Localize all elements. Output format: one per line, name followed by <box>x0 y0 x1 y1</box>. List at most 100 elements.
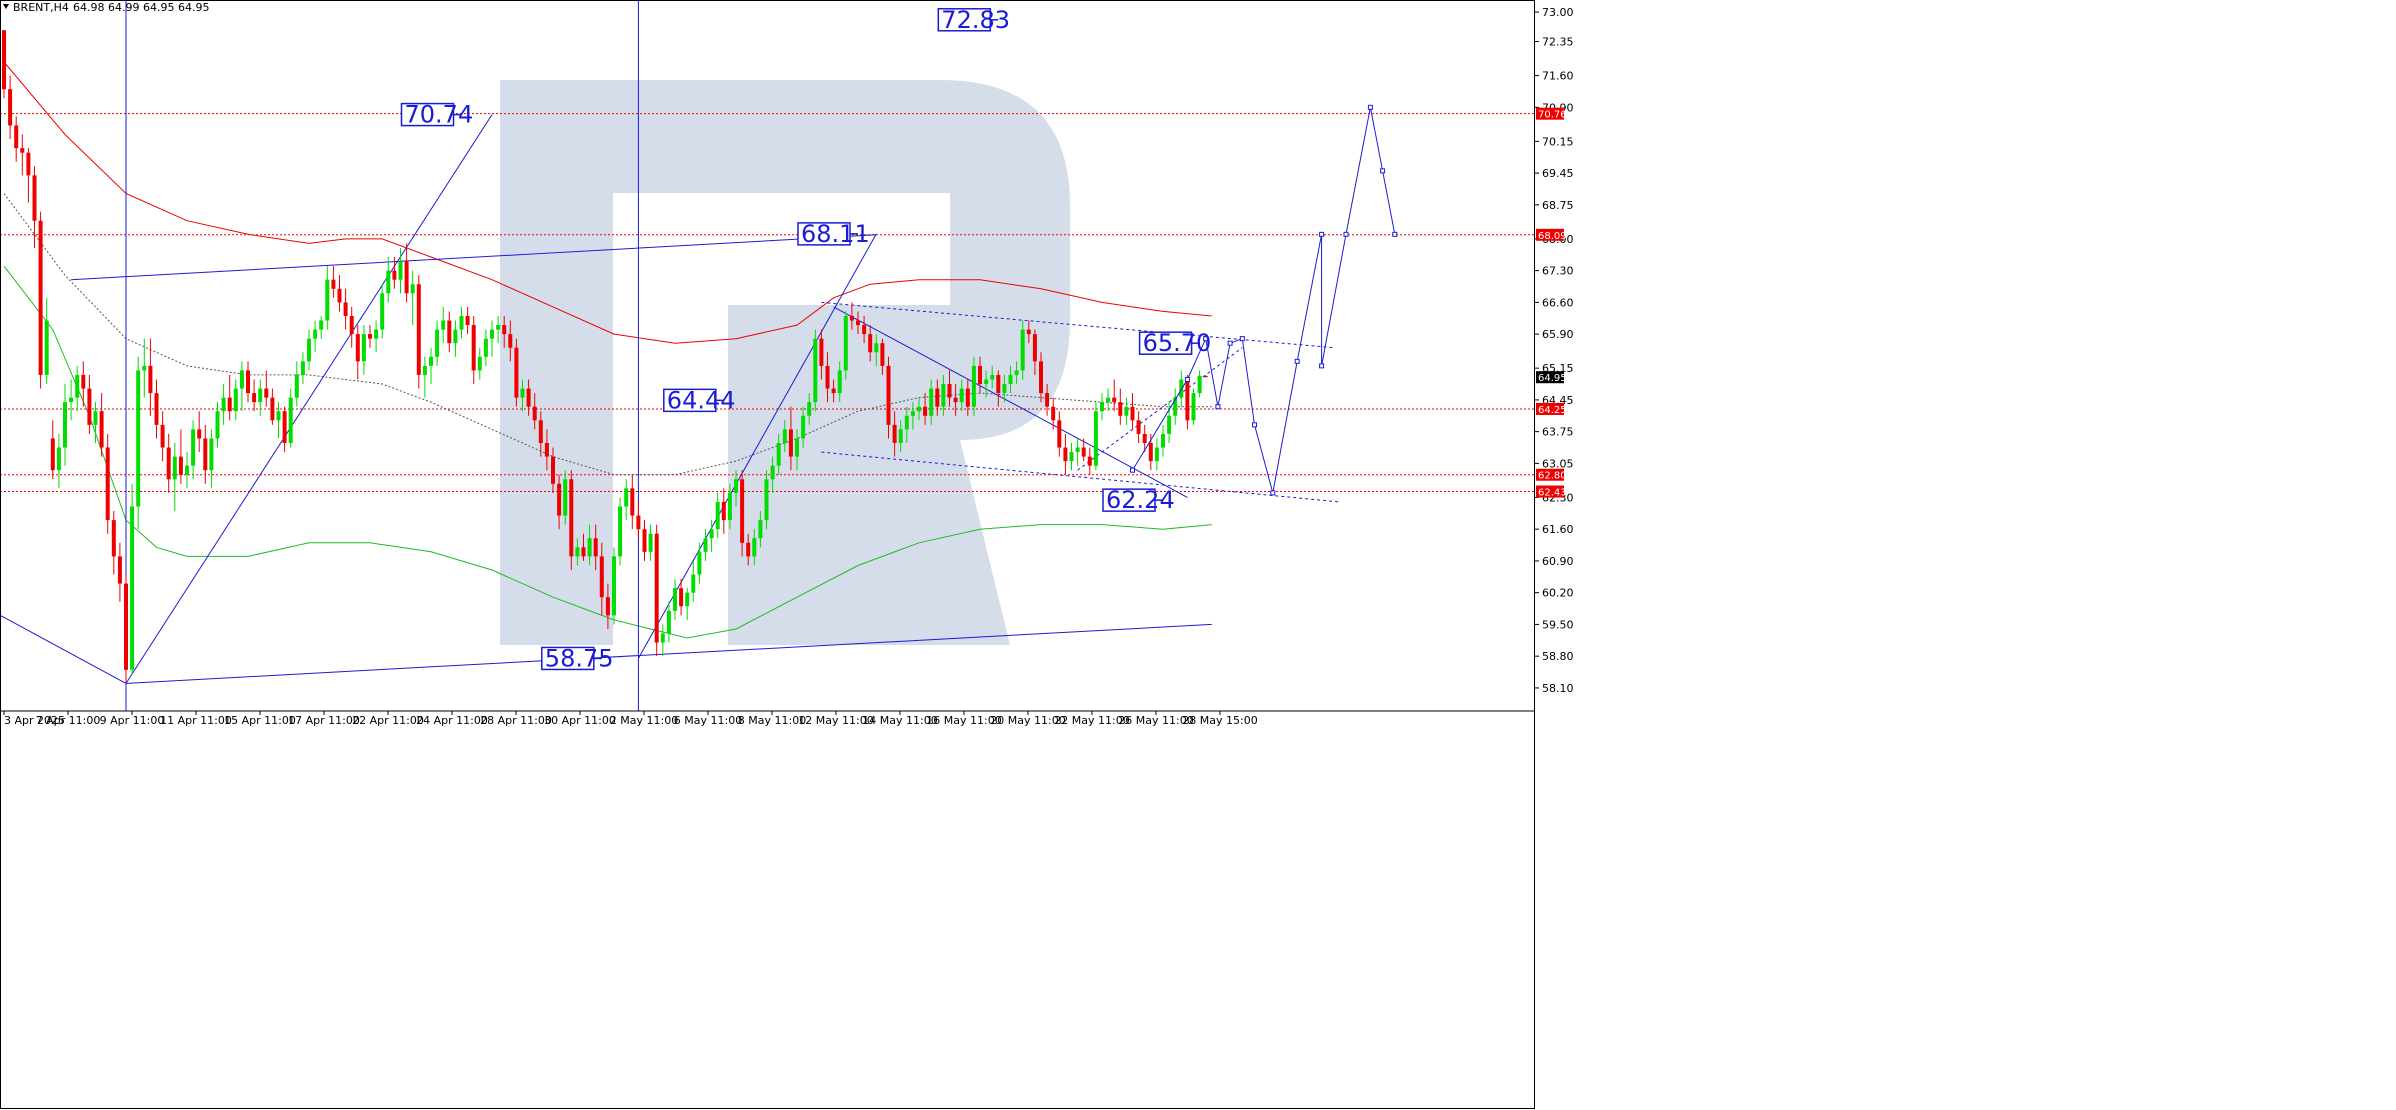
candle <box>343 288 348 330</box>
candle-body <box>526 388 531 407</box>
candle <box>551 447 555 493</box>
candle-body <box>496 325 501 330</box>
candle-body <box>654 533 659 643</box>
candle-body <box>1093 411 1098 466</box>
candle-body <box>1039 361 1043 394</box>
trend-line <box>125 114 493 684</box>
candle-body <box>185 465 189 475</box>
y-tick-label: 60.20 <box>1542 587 1574 600</box>
candle-body <box>660 633 665 643</box>
x-tick-label: 17 Apr 11:00 <box>288 714 360 727</box>
candle-body <box>502 325 507 335</box>
candle <box>14 116 19 162</box>
forecast-node <box>1130 467 1135 473</box>
callout-label: 58.75 <box>545 644 614 672</box>
candle-body <box>1179 379 1184 398</box>
candle-body <box>843 315 848 371</box>
candle <box>508 320 513 362</box>
candle <box>380 284 385 339</box>
candle-body <box>874 343 879 353</box>
candle <box>874 334 879 366</box>
candle-body <box>551 456 555 484</box>
candle-body <box>380 293 385 330</box>
candle-body <box>1148 442 1153 462</box>
candle <box>825 352 830 403</box>
candle <box>81 361 86 407</box>
callout-label: 64.44 <box>667 386 736 414</box>
candle <box>1051 397 1056 430</box>
candle-body <box>752 538 757 557</box>
candle <box>1069 442 1074 471</box>
candle <box>856 311 860 335</box>
candle-body <box>307 338 311 362</box>
y-tick-label: 71.60 <box>1542 70 1574 83</box>
candle <box>807 393 812 425</box>
y-tick-label: 60.90 <box>1542 555 1574 568</box>
candle-body <box>618 506 623 557</box>
candle-body <box>111 520 116 557</box>
trend-line <box>821 301 1334 349</box>
price-callouts: 72.83 70.74 68.11 64.44 65.70 62.24 58.75 <box>400 6 1211 672</box>
candle-body <box>514 347 519 398</box>
candle-body <box>984 379 989 385</box>
candle <box>1179 370 1184 407</box>
candle <box>978 356 982 394</box>
callout-label: 62.24 <box>1106 486 1175 514</box>
candle <box>941 374 946 416</box>
candle-body <box>538 420 543 443</box>
candle-body <box>227 397 232 412</box>
candle <box>374 320 379 353</box>
candle <box>996 370 1001 407</box>
candle-body <box>288 397 293 443</box>
candle-body <box>264 388 269 398</box>
candle-body <box>270 397 275 421</box>
candle <box>959 379 964 412</box>
candle-body <box>1057 420 1062 448</box>
candle-body <box>294 374 299 398</box>
candle-body <box>404 261 409 294</box>
candle <box>477 347 482 380</box>
candle <box>136 356 141 530</box>
candle-body <box>325 279 330 321</box>
candle <box>270 388 275 425</box>
candle <box>581 533 586 561</box>
candle-body <box>965 388 970 407</box>
candle-body <box>172 456 177 480</box>
candle <box>130 483 135 675</box>
candle-body <box>917 406 921 412</box>
candle-body <box>117 556 122 584</box>
candle-body <box>1032 334 1037 362</box>
candle-body <box>557 483 562 516</box>
candle-body <box>703 538 708 552</box>
x-tick-label: 3 Apr 2025 <box>4 714 65 727</box>
candle <box>300 352 305 385</box>
candle <box>703 529 708 561</box>
candle-body <box>801 415 806 439</box>
candle <box>880 338 885 375</box>
candle <box>307 329 311 371</box>
candle <box>1002 374 1007 403</box>
candle-body <box>1075 447 1080 453</box>
candle <box>313 320 318 353</box>
forecast-node <box>1343 231 1349 237</box>
candle <box>185 452 189 489</box>
candle <box>1057 411 1062 457</box>
candle-body <box>38 220 43 375</box>
price-callout: 70.74 <box>400 101 473 129</box>
dropdown-arrow-icon[interactable] <box>3 4 9 9</box>
candle <box>514 338 519 407</box>
candle-body <box>209 438 214 471</box>
level-badge-label: 62.43 <box>1538 488 1567 499</box>
candle <box>862 315 867 344</box>
candle <box>520 379 525 412</box>
candle <box>746 533 751 566</box>
candle-body <box>319 320 324 330</box>
candle <box>776 433 781 475</box>
x-tick-label: 8 May 11:00 <box>738 714 806 727</box>
candle-body <box>685 592 690 607</box>
x-tick-label: 6 May 11:00 <box>674 714 742 727</box>
candle-body <box>935 388 940 407</box>
candle <box>69 379 74 421</box>
candle-body <box>56 447 61 471</box>
